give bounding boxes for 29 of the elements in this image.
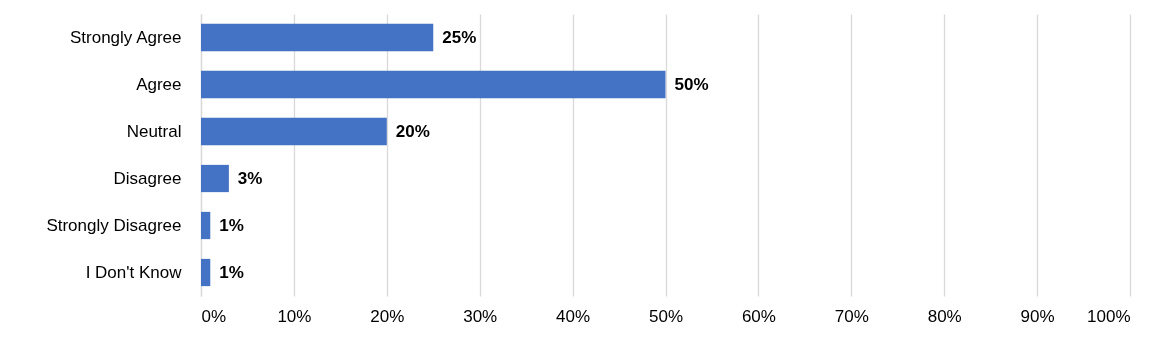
x-tick-label: 20% [370, 306, 405, 326]
x-tick-label: 60% [741, 306, 776, 326]
y-tick-label: Agree [136, 74, 182, 94]
x-tick-label: 80% [927, 306, 962, 326]
data-label: 1% [219, 262, 244, 282]
bar [201, 70, 666, 99]
x-tick-label: 50% [648, 306, 684, 326]
x-tick-label: 70% [834, 306, 869, 326]
y-tick-label: Strongly Disagree [46, 215, 182, 235]
bar [201, 117, 387, 146]
data-label: 1% [219, 215, 244, 235]
data-label: 3% [237, 168, 263, 188]
y-tick-label: Disagree [113, 168, 182, 188]
y-tick-label: Neutral [126, 121, 182, 141]
x-tick-label: 100% [1087, 306, 1131, 326]
x-tick-label: 40% [556, 306, 591, 326]
bar [201, 258, 211, 287]
x-tick-label: 10% [277, 306, 312, 326]
data-label: 50% [674, 74, 709, 94]
bar [201, 23, 434, 52]
bar [201, 164, 229, 193]
y-tick-label: I Don't Know [85, 262, 183, 282]
x-tick-label: 0% [201, 306, 227, 326]
bar [201, 211, 211, 240]
x-tick-label: 90% [1020, 306, 1055, 326]
data-label: 20% [395, 121, 430, 141]
data-label: 25% [442, 27, 477, 47]
x-tick-label: 30% [463, 306, 498, 326]
y-tick-label: Strongly Agree [69, 27, 182, 47]
